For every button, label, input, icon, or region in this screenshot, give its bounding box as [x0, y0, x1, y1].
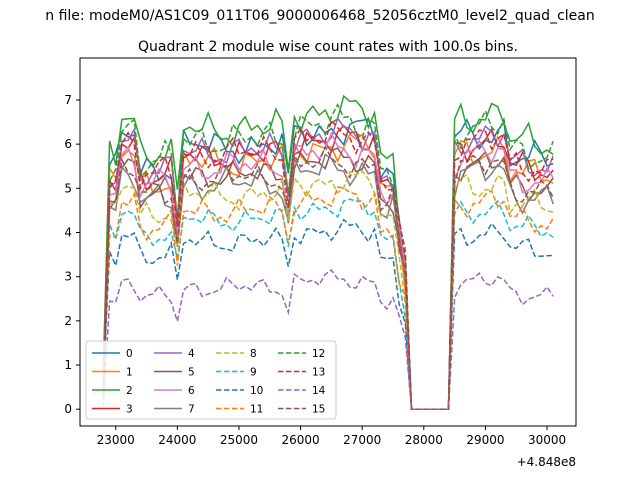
chart-title: Quadrant 2 module wise count rates with …	[138, 39, 518, 55]
x-tick-label: 23000	[97, 433, 135, 447]
x-offset-label: +4.848e8	[517, 455, 576, 469]
x-tick-label: 28000	[405, 433, 443, 447]
legend-label-7: 7	[188, 404, 195, 416]
legend-box	[85, 340, 337, 420]
legend-label-13: 13	[312, 367, 325, 379]
legend-label-11: 11	[250, 404, 263, 416]
series-line-15	[102, 145, 554, 410]
legend-label-5: 5	[188, 367, 195, 379]
y-tick-label: 1	[64, 358, 72, 372]
legend-label-3: 3	[126, 404, 133, 416]
legend-label-8: 8	[250, 348, 257, 360]
x-tick-label: 25000	[220, 433, 258, 447]
x-tick-label: 29000	[466, 433, 504, 447]
series-line-11	[102, 186, 554, 410]
chart-suptitle: n file: modeM0/AS1C09_011T06_9000006468_…	[45, 8, 594, 24]
x-tick-label: 30000	[528, 433, 566, 447]
series-line-9	[102, 198, 554, 410]
legend-label-9: 9	[250, 367, 257, 379]
y-tick-label: 5	[64, 181, 72, 195]
x-tick-label: 26000	[281, 433, 319, 447]
y-tick-label: 7	[64, 93, 72, 107]
y-tick-label: 4	[64, 226, 72, 240]
series-line-8	[102, 170, 554, 410]
series-line-2	[102, 94, 554, 410]
x-tick-label: 24000	[158, 433, 196, 447]
y-tick-label: 2	[64, 314, 72, 328]
legend-label-0: 0	[126, 348, 133, 360]
legend-label-12: 12	[312, 348, 325, 360]
y-tick-label: 0	[64, 402, 72, 416]
plot-lines	[102, 94, 554, 410]
x-axis: 23000 24000 25000 26000 27000 28000 29000 30000	[97, 426, 566, 447]
y-tick-label: 6	[64, 137, 72, 151]
legend-label-1: 1	[126, 367, 133, 379]
legend-label-4: 4	[188, 348, 195, 360]
plot-frame	[79, 57, 577, 427]
legend-label-2: 2	[126, 385, 133, 397]
legend-label-6: 6	[188, 385, 195, 397]
series-line-13	[102, 119, 554, 410]
series-line-10	[102, 218, 554, 410]
y-tick-label: 3	[64, 270, 72, 284]
legend-label-15: 15	[312, 404, 325, 416]
legend-label-14: 14	[312, 385, 326, 397]
y-axis: 0 1 2 3 4 5 6 7	[64, 93, 80, 416]
x-tick-label: 27000	[343, 433, 381, 447]
legend-label-10: 10	[250, 385, 263, 397]
series-line-14	[102, 268, 554, 410]
